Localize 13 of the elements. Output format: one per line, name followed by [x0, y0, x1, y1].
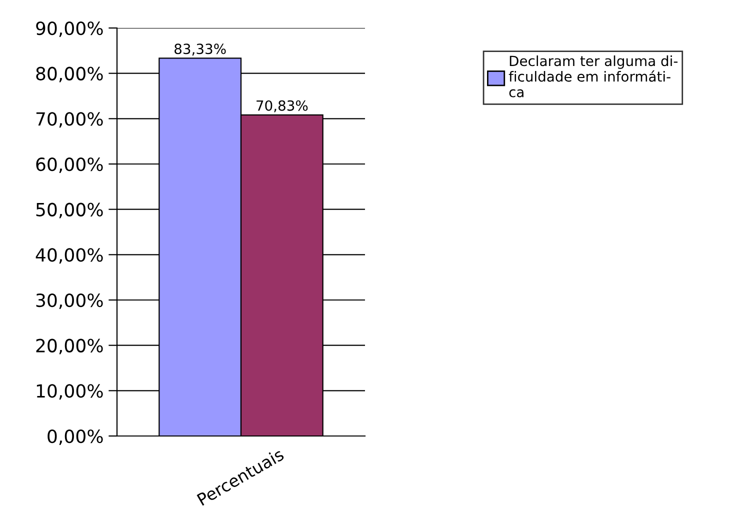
y-tick-label: 0,00% — [48, 429, 103, 445]
y-tick-label: 80,00% — [36, 66, 103, 82]
y-tick-label: 20,00% — [36, 338, 103, 354]
y-tick-label: 30,00% — [36, 293, 103, 309]
y-tick-label: 10,00% — [36, 384, 103, 400]
y-tick-label: 50,00% — [36, 202, 103, 218]
data-label: 70,83% — [256, 100, 308, 112]
data-label: 83,33% — [174, 44, 226, 56]
y-tick-label: 40,00% — [36, 248, 103, 264]
y-tick-label: 90,00% — [36, 21, 103, 37]
y-tick-label: 60,00% — [36, 157, 103, 173]
legend-label: Declaram ter alguma di- ficuldade em informáti- ca — [508, 55, 678, 98]
y-tick-label: 70,00% — [36, 112, 103, 128]
